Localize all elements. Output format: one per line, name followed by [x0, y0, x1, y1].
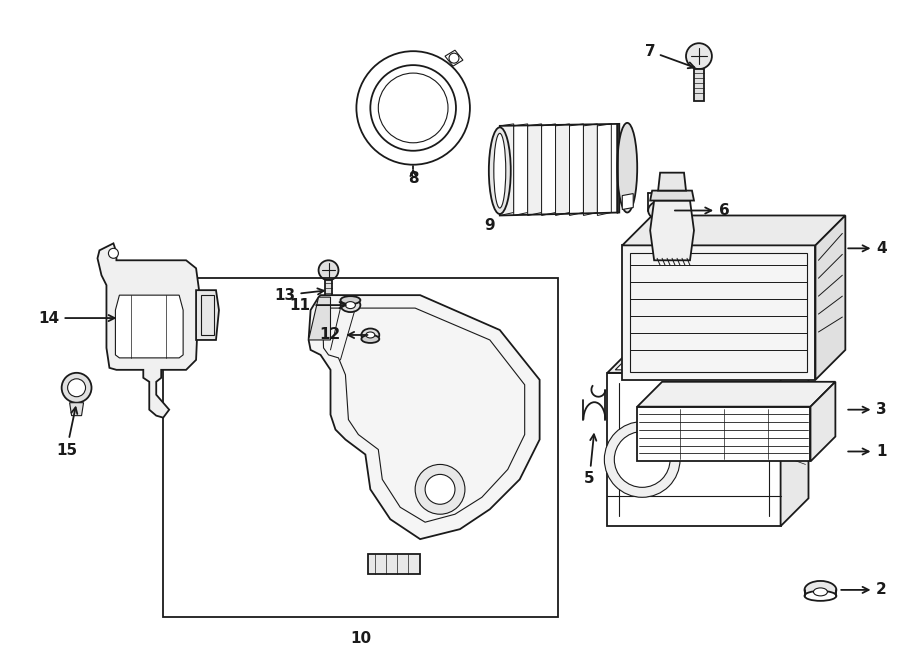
Polygon shape: [650, 200, 694, 260]
Ellipse shape: [362, 329, 379, 342]
Polygon shape: [780, 345, 808, 526]
Text: 8: 8: [408, 171, 418, 186]
Polygon shape: [115, 295, 183, 358]
Ellipse shape: [366, 332, 374, 338]
Circle shape: [61, 373, 92, 403]
Polygon shape: [445, 50, 463, 66]
Polygon shape: [514, 124, 527, 215]
Circle shape: [425, 475, 455, 504]
Polygon shape: [527, 124, 542, 215]
Ellipse shape: [346, 301, 356, 309]
Circle shape: [449, 53, 459, 63]
Polygon shape: [555, 124, 570, 215]
Ellipse shape: [489, 128, 510, 214]
Circle shape: [604, 422, 680, 497]
Text: 3: 3: [848, 402, 886, 417]
Circle shape: [319, 260, 338, 280]
Circle shape: [370, 65, 456, 151]
Circle shape: [356, 51, 470, 165]
Polygon shape: [637, 382, 835, 407]
Text: 5: 5: [584, 434, 597, 486]
Circle shape: [378, 73, 448, 143]
Polygon shape: [658, 173, 686, 190]
Ellipse shape: [340, 298, 360, 312]
Polygon shape: [811, 382, 835, 461]
Text: 4: 4: [848, 241, 886, 256]
Polygon shape: [616, 348, 800, 370]
Polygon shape: [500, 124, 514, 215]
Polygon shape: [309, 295, 540, 539]
Polygon shape: [637, 407, 811, 461]
Polygon shape: [570, 124, 583, 215]
Polygon shape: [815, 215, 845, 380]
Text: 12: 12: [320, 327, 367, 342]
Text: 6: 6: [675, 203, 730, 218]
Ellipse shape: [805, 591, 836, 601]
Circle shape: [68, 379, 86, 397]
Polygon shape: [368, 554, 420, 574]
Ellipse shape: [653, 204, 671, 217]
Text: 15: 15: [56, 407, 77, 457]
Ellipse shape: [617, 123, 637, 212]
Polygon shape: [622, 245, 815, 380]
Text: 14: 14: [39, 311, 114, 326]
Polygon shape: [650, 190, 694, 200]
Ellipse shape: [648, 200, 676, 221]
Polygon shape: [608, 373, 780, 526]
Polygon shape: [622, 215, 845, 245]
Polygon shape: [309, 297, 330, 340]
Ellipse shape: [362, 335, 379, 343]
Polygon shape: [608, 345, 808, 373]
Circle shape: [686, 43, 712, 69]
Ellipse shape: [494, 134, 506, 208]
Text: 1: 1: [848, 444, 886, 459]
Text: 11: 11: [290, 297, 346, 313]
Ellipse shape: [814, 588, 827, 596]
Circle shape: [415, 465, 465, 514]
Text: 13: 13: [274, 288, 324, 303]
Polygon shape: [196, 290, 219, 340]
Polygon shape: [694, 69, 704, 101]
Polygon shape: [598, 124, 611, 215]
Text: 2: 2: [842, 582, 887, 598]
Circle shape: [615, 432, 670, 487]
Ellipse shape: [805, 581, 836, 599]
Circle shape: [108, 249, 119, 258]
Polygon shape: [622, 194, 634, 210]
Polygon shape: [69, 403, 84, 416]
Polygon shape: [583, 124, 598, 215]
Text: 9: 9: [484, 218, 495, 233]
Polygon shape: [542, 124, 555, 215]
Text: 10: 10: [350, 631, 371, 646]
Text: 7: 7: [644, 44, 695, 68]
Polygon shape: [97, 243, 199, 418]
Polygon shape: [325, 280, 332, 312]
Ellipse shape: [340, 296, 360, 304]
